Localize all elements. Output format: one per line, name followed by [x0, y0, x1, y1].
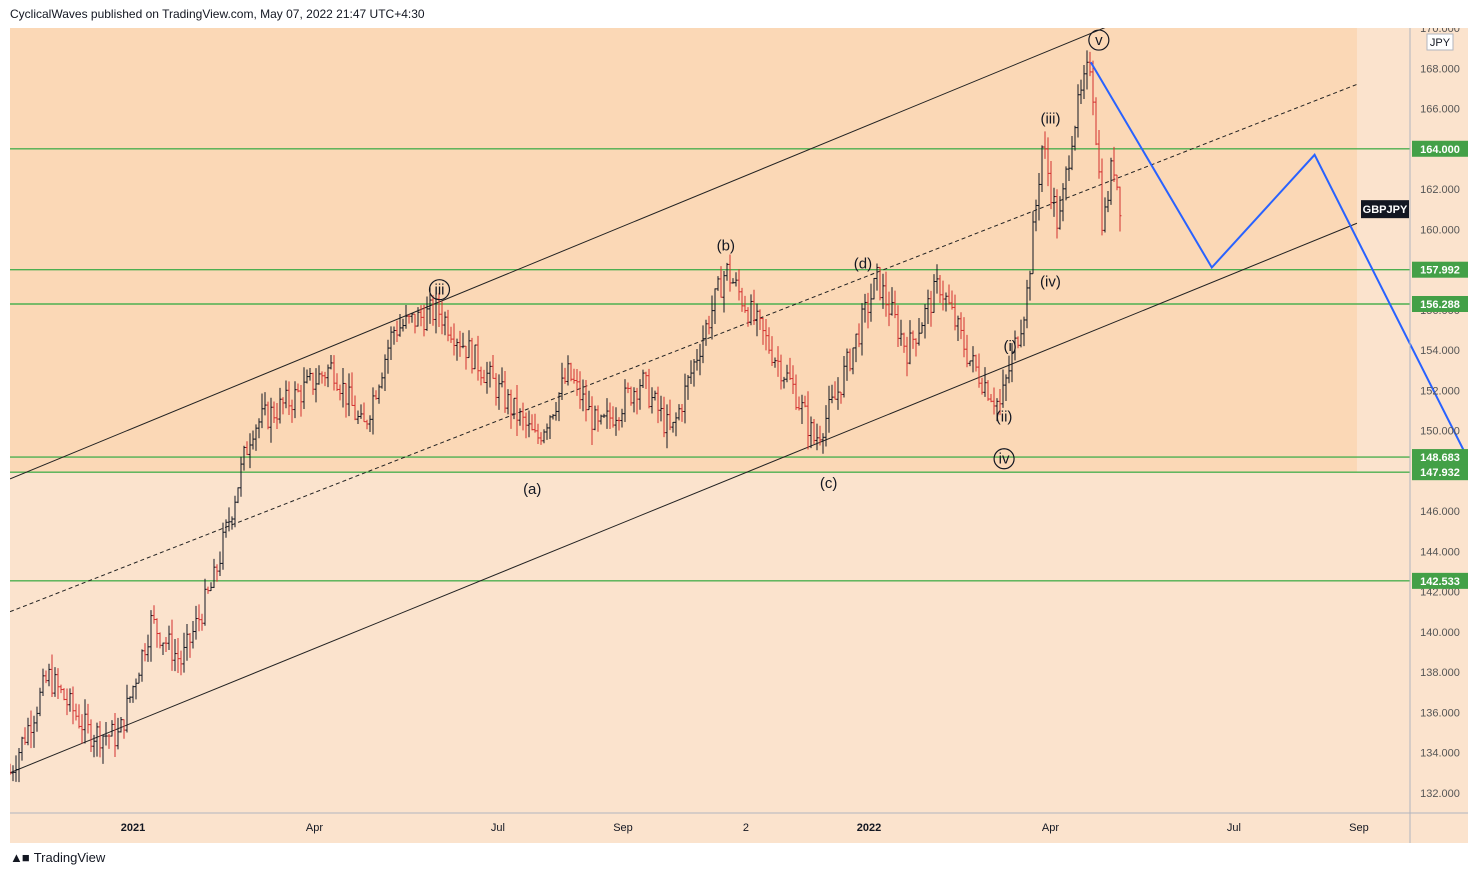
wave-label: (c): [820, 475, 838, 492]
x-tick-label: Sep: [613, 822, 633, 834]
level-price-tag: [1412, 464, 1468, 481]
level-price-tag: [1412, 261, 1468, 278]
level-price-label: 142.533: [1420, 576, 1460, 588]
level-price-tag: [1412, 140, 1468, 157]
x-tick-label: Apr: [1042, 822, 1059, 834]
y-tick-label: 160.000: [1420, 224, 1460, 236]
projection-path: [1089, 61, 1478, 461]
level-price-label: 148.683: [1420, 452, 1460, 464]
tradingview-brand[interactable]: ▲■ TradingView: [10, 850, 105, 865]
channel-mid-line: [9, 83, 1358, 613]
y-tick-label: 138.000: [1420, 667, 1460, 679]
wave-label: (i): [1003, 338, 1016, 355]
level-price-tag: [1412, 449, 1468, 466]
x-tick-label: Sep: [1349, 822, 1369, 834]
publish-attribution: CyclicalWaves published on TradingView.c…: [10, 7, 425, 21]
y-tick-label: 140.000: [1420, 627, 1460, 639]
price-chart[interactable]: iii (a) (b) (d) (c) iv (ii) (i) (iv) (iii) v 132.00…: [8, 0, 1478, 843]
y-tick-label: 142.000: [1420, 587, 1460, 599]
channel-lower-line: [9, 222, 1358, 774]
wave-label: (a): [523, 481, 541, 498]
y-tick-label: 152.000: [1420, 385, 1460, 397]
y-tick-label: 132.000: [1420, 788, 1460, 800]
x-tick-label: Apr: [306, 822, 323, 834]
shaded-zone: [10, 28, 1357, 473]
y-tick-label: 136.000: [1420, 707, 1460, 719]
level-price-label: 156.288: [1420, 299, 1460, 311]
y-tick-label: 154.000: [1420, 345, 1460, 357]
y-tick-label: 166.000: [1420, 104, 1460, 116]
symbol-label: GBPJPY: [1363, 204, 1408, 216]
wave-label-circle: [1088, 29, 1110, 51]
wave-label: v: [1095, 32, 1103, 49]
y-tick-label: 168.000: [1420, 63, 1460, 75]
wave-label: (ii): [996, 408, 1013, 425]
level-price-tag: [1412, 295, 1468, 312]
x-tick-label: 2: [743, 822, 749, 834]
brand-label: TradingView: [33, 850, 106, 865]
wave-label: (d): [854, 256, 872, 273]
wave-label-circle: [428, 279, 451, 301]
wave-label: (iii): [1040, 111, 1060, 128]
y-tick-label: 134.000: [1420, 748, 1460, 760]
chart-svg: iii (a) (b) (d) (c) iv (ii) (i) (iv) (iii) v 132.00…: [8, 0, 1478, 843]
wave-label: (iv): [1040, 274, 1061, 291]
x-tick-label: 2022: [857, 822, 881, 834]
wave-label: iii: [434, 282, 444, 299]
wave-label: (b): [717, 237, 735, 254]
y-tick-label: 144.000: [1420, 546, 1460, 558]
level-price-label: 157.992: [1420, 265, 1460, 277]
y-tick-label: 150.000: [1420, 426, 1460, 438]
level-price-label: 164.000: [1420, 144, 1460, 156]
x-tick-label: Jul: [491, 822, 505, 834]
currency-label: JPY: [1430, 37, 1451, 49]
x-tick-label: Jul: [1227, 822, 1241, 834]
x-tick-label: 2021: [121, 822, 145, 834]
wave-label-circle: [993, 448, 1015, 470]
level-price-label: 147.932: [1420, 467, 1460, 479]
channel-upper-line: [9, 0, 1174, 480]
level-price-tag: [1412, 572, 1468, 589]
y-tick-label: 162.000: [1420, 184, 1460, 196]
y-tick-label: 146.000: [1420, 506, 1460, 518]
symbol-tag: [1361, 200, 1409, 219]
wave-label: iv: [999, 451, 1010, 468]
currency-badge: [1426, 33, 1454, 51]
tradingview-logo-icon: ▲■: [10, 850, 30, 865]
